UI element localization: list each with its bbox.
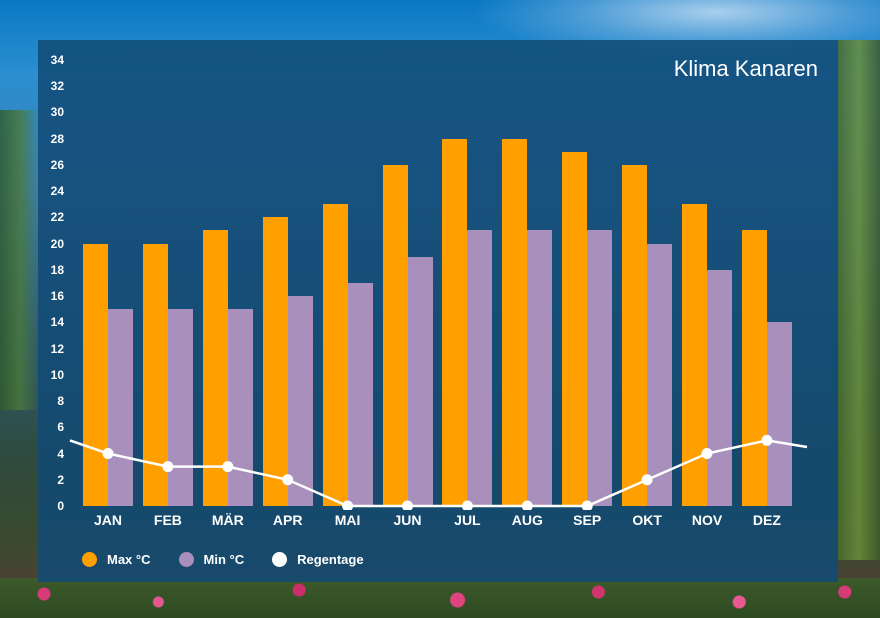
bar-min-dez [766,322,792,506]
legend-item-max: Max °C [82,552,151,567]
background-flowers [0,578,880,618]
chart-panel: Klima Kanaren 0 2 4 6 8 10 12 14 16 18 20 22 24 26 28 3… [38,40,838,582]
bar-min-jun [407,256,433,506]
legend-label-rain: Regentage [297,552,364,567]
bar-min-sep [587,230,613,506]
rain-point [222,461,234,473]
bar-min-okt [647,243,673,506]
bar-min-jan [108,309,133,506]
bar-max-aug [502,138,528,506]
x-tick-label: JUN [393,512,422,528]
chart-title: Klima Kanaren [673,56,818,81]
x-tick-label: MÄR [211,512,244,528]
y-tick-label: 18 [50,262,64,277]
bar-min-mär [227,309,253,506]
y-tick-label: 24 [50,184,64,199]
x-tick-label: JAN [93,512,122,528]
bar-max-sep [562,151,588,506]
y-tick-label: 12 [50,341,64,356]
bar-min-jul [467,230,493,506]
y-tick-label: 34 [50,52,64,67]
legend-item-min: Min °C [178,552,245,567]
rain-point [701,448,713,460]
legend-swatch-rain-icon [272,552,288,567]
x-tick-label: FEB [153,512,182,528]
bar-min-aug [527,230,553,506]
y-tick-label: 0 [57,499,64,513]
bar-min-apr [287,296,313,506]
legend-swatch-max-icon [82,552,97,567]
x-tick-label: MAI [334,512,361,528]
bar-max-mär [202,230,228,506]
x-tick-label: NOV [691,512,723,528]
rain-point [282,474,294,486]
rain-point [402,500,413,510]
y-tick-label: 10 [50,367,64,382]
bar-min-mai [347,282,373,506]
x-tick-label: APR [272,512,303,528]
x-tick-label: SEP [573,512,602,528]
x-tick-label: DEZ [752,512,781,528]
bar-min-nov [707,269,732,506]
legend-label-min: Min °C [203,552,245,567]
bar-max-apr [262,217,288,506]
rain-point [162,461,174,473]
bar-max-jun [382,164,408,506]
legend-label-max: Max °C [107,552,151,567]
rain-point [102,448,114,460]
y-tick-label: 16 [50,289,64,304]
y-tick-label: 6 [57,420,64,435]
y-tick-label: 14 [50,315,64,330]
legend-item-rain: Regentage [272,552,364,567]
rain-point [581,500,593,510]
rain-point [641,474,653,486]
plot-area: 0 2 4 6 8 10 12 14 16 18 20 22 24 26 28 30 32 34 JAN FEB MÄ… [38,40,838,528]
y-tick-label: 32 [50,79,64,94]
rain-point [461,500,473,510]
bar-max-jul [442,138,468,506]
rain-point [761,434,773,446]
y-tick-label: 26 [50,157,64,172]
x-tick-label: AUG [511,512,543,528]
y-tick-label: 2 [57,472,64,487]
y-tick-label: 22 [50,210,64,225]
legend: Max °C Min °C Regentage [82,552,392,567]
bar-max-jan [83,243,108,506]
y-tick-label: 28 [50,131,64,146]
background-palm-left [0,110,40,410]
y-tick-label: 20 [50,236,64,251]
bar-min-feb [167,309,193,506]
rain-days-line [69,434,808,510]
bar-max-dez [741,230,767,506]
bar-max-okt [622,164,648,506]
x-tick-label: OKT [632,512,662,528]
y-tick-label: 8 [57,394,64,409]
background-palm-right [838,40,880,560]
x-tick-label: JUL [454,512,481,528]
bar-max-mai [322,204,348,506]
y-tick-label: 4 [57,446,64,461]
legend-swatch-min-icon [178,552,194,567]
rain-point [342,500,354,510]
rain-point [521,500,533,510]
y-tick-label: 30 [50,105,64,120]
